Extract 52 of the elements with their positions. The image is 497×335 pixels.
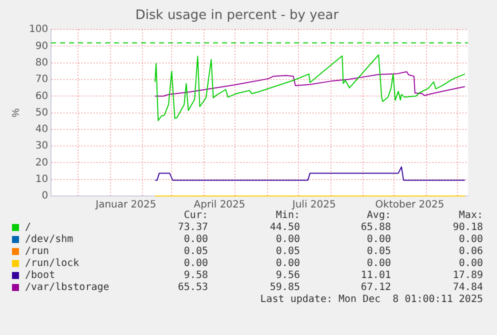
y-tick-label: 20 [35,157,48,168]
y-tick-label: 80 [35,57,48,68]
y-tick-label: 90 [35,40,48,52]
text: 0.00 [274,258,300,270]
text: 90.18 [452,222,483,234]
y-tick-label: 50 [35,107,48,118]
text: 0.00 [182,234,208,246]
y-tick-label: 60 [35,90,48,102]
text: 0.00 [274,234,300,246]
y-axis-title: % [10,108,22,118]
text: Min: [274,210,300,222]
y-tick-label: 100 [28,24,48,36]
legend-label: /run [24,246,50,258]
legend-label: /boot [24,270,56,282]
y-tick-label: 40 [35,124,48,136]
text: 9.58 [182,270,208,282]
text: 11.01 [360,270,391,282]
text: 17.89 [452,270,483,282]
text: 0.00 [366,234,391,246]
text: Cur: [182,210,208,222]
text: Last update: Mon Dec 8 01:00:11 2025 [259,294,483,306]
text: 65.88 [360,222,391,234]
text: 59.85 [268,282,300,294]
text: 73.37 [176,222,208,234]
text: 0.00 [366,258,391,270]
y-tick-label: 70 [35,74,48,86]
x-tick-label: Oktober 2025 [375,200,444,211]
text: 0.05 [182,246,208,258]
text: 65.53 [176,282,208,294]
text: Max: [458,210,483,222]
y-tick-label: 30 [35,140,48,152]
y-tick-label: 10 [35,174,48,185]
text: 0.06 [458,246,483,258]
legend-label: /run/lock [24,258,80,270]
text: 0.00 [458,258,483,270]
x-tick-label: Juli 2025 [291,200,336,211]
text: 0.00 [182,258,208,270]
x-tick-label: Januar 2025 [94,200,156,211]
legend-label: /dev/shm [24,234,74,246]
x-tick-label: April 2025 [194,200,246,211]
chart-title: Disk usage in percent - by year [135,8,340,24]
text: 0.00 [458,234,483,246]
y-tick-label: 0 [42,190,48,202]
text: 44.50 [268,222,300,234]
legend-label: / [24,222,32,234]
legend-label: /var/lbstorage [24,282,110,294]
text: 0.05 [274,246,300,258]
text: 0.05 [366,246,391,258]
text: 9.56 [274,270,300,282]
text: 67.12 [360,282,391,294]
text: Avg: [366,210,391,222]
text: 74.84 [452,282,483,294]
